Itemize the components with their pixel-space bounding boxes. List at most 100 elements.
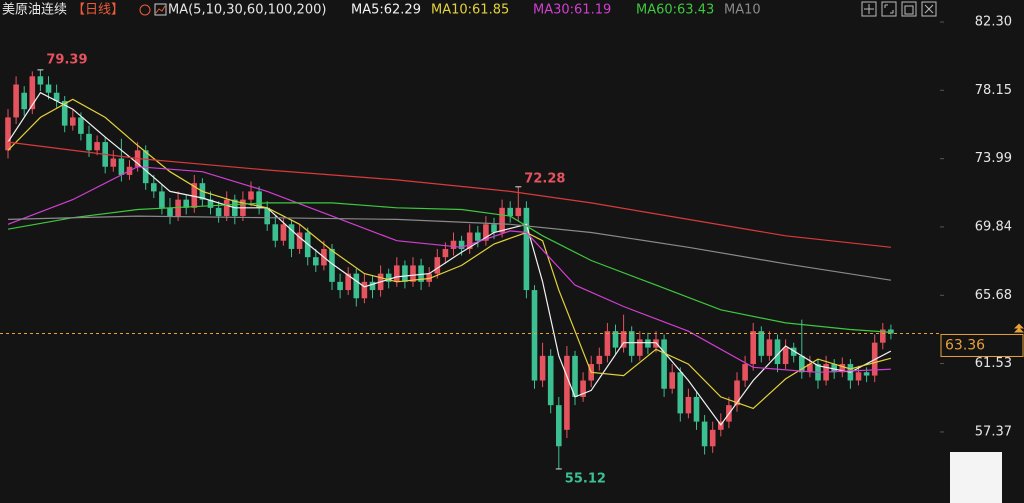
- candle-body: [329, 248, 335, 282]
- legend-entry: MA60:63.43: [636, 3, 714, 18]
- plot-area: [0, 21, 944, 470]
- candle-body: [385, 273, 392, 282]
- candle-body: [580, 380, 586, 397]
- candle-body: [888, 329, 894, 334]
- candle-body: [264, 207, 270, 225]
- candle-body: [766, 339, 773, 356]
- candle-body: [750, 331, 756, 365]
- candle-body: [604, 331, 611, 356]
- candle-body: [483, 224, 489, 241]
- candle-body: [774, 339, 781, 365]
- candle-body: [442, 248, 449, 258]
- candle-body: [53, 92, 60, 101]
- legend-entry: MA5:62.29: [351, 3, 421, 18]
- candle-body: [547, 355, 554, 406]
- candle-body: [572, 355, 578, 397]
- candle-body: [78, 117, 84, 134]
- price-marker: [1014, 323, 1024, 333]
- candle-body: [167, 207, 173, 217]
- candle-body: [499, 207, 505, 233]
- crosshair-button[interactable]: [861, 1, 877, 17]
- candle-body: [491, 224, 497, 233]
- candle-body: [13, 84, 19, 118]
- legend-entry: MA10:61.85: [431, 3, 509, 18]
- candle-body: [556, 405, 562, 447]
- current-price-box: [940, 333, 1024, 357]
- candle-body: [353, 273, 360, 299]
- candle-body: [313, 257, 319, 266]
- legend-entry: MA10: [724, 3, 761, 18]
- candle-body: [337, 281, 343, 291]
- candle-body: [288, 224, 295, 249]
- candle-body: [782, 347, 789, 365]
- candle-body: [693, 396, 700, 422]
- overlay-block: [950, 452, 1002, 503]
- y-tick-label: 57.37: [975, 424, 1012, 439]
- legend-entry: MA30:61.19: [533, 3, 611, 18]
- candle-body: [70, 117, 76, 126]
- candle-body: [61, 100, 68, 126]
- candle-body: [402, 265, 408, 282]
- candle-body: [685, 396, 692, 414]
- candle-body: [539, 355, 546, 381]
- candle-body: [223, 199, 230, 217]
- candle-body: [458, 240, 465, 249]
- candle-body: [29, 76, 36, 110]
- window-button[interactable]: [901, 1, 917, 17]
- candle-body: [86, 133, 92, 151]
- candle-body: [45, 84, 52, 93]
- candle-body: [256, 191, 262, 208]
- candle-body: [475, 232, 481, 241]
- candle-body: [507, 207, 513, 217]
- candle-body: [369, 281, 376, 291]
- candle-body: [110, 158, 117, 167]
- candle-body: [466, 232, 473, 249]
- candle-body: [434, 257, 441, 274]
- candle-body: [531, 290, 538, 381]
- high-annotation: 72.28: [524, 171, 565, 186]
- indicator-icon[interactable]: [154, 3, 167, 16]
- candle-body: [37, 76, 44, 85]
- candle-body: [515, 207, 522, 217]
- candle-body: [637, 339, 643, 356]
- candle-body: [151, 183, 157, 192]
- fullscreen-button[interactable]: [881, 1, 897, 17]
- candle-body: [410, 265, 416, 282]
- candle-body: [669, 372, 675, 389]
- candle-body: [191, 183, 198, 208]
- candle-body: [118, 158, 125, 175]
- candle-body: [450, 240, 457, 249]
- candle-body: [296, 232, 303, 249]
- settings-icon[interactable]: [139, 4, 151, 16]
- candle-body: [677, 372, 684, 414]
- ma-line: [7, 141, 891, 248]
- current-price-label: 63.36: [945, 337, 985, 353]
- y-tick-label: 78.15: [975, 83, 1012, 98]
- candle-body: [272, 224, 279, 241]
- high-annotation: 79.39: [46, 52, 87, 67]
- ma-line: [7, 98, 892, 410]
- period[interactable]: 【日线】: [72, 3, 124, 18]
- candle-body: [345, 273, 351, 291]
- candle-body: [880, 329, 886, 343]
- y-tick-label: 82.30: [975, 15, 1012, 30]
- candle-body: [304, 232, 311, 258]
- candle-body: [159, 191, 165, 208]
- candle-body: [734, 380, 740, 406]
- indicator-icon-line: [155, 5, 166, 14]
- y-tick-label: 61.53: [975, 356, 1012, 371]
- crosshair-icon: [864, 4, 874, 14]
- candle-body: [215, 207, 222, 217]
- toolbar: [861, 1, 937, 17]
- candle-body: [280, 224, 287, 241]
- close-icon: [924, 4, 934, 14]
- y-tick-label: 69.84: [975, 219, 1012, 234]
- close-button[interactable]: [921, 1, 937, 17]
- candle-body: [701, 421, 708, 447]
- y-tick-label: 65.68: [975, 288, 1012, 303]
- candle-body: [183, 199, 189, 208]
- candle-body: [839, 364, 846, 373]
- candle-body: [596, 355, 603, 365]
